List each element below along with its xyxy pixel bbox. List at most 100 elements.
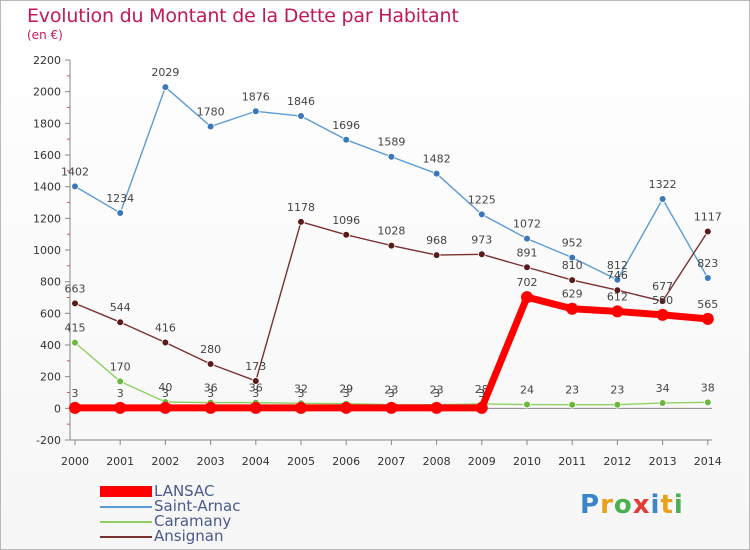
data-label-caramany: 23 xyxy=(610,384,624,397)
data-label-lansac: 3 xyxy=(478,387,485,400)
data-label-caramany: 23 xyxy=(565,384,579,397)
x-tick-label: 2003 xyxy=(197,455,225,468)
data-point-ansignan xyxy=(387,241,396,250)
data-point-caramany xyxy=(116,377,124,386)
x-tick-label: 2011 xyxy=(558,455,586,468)
data-label-lansac: 565 xyxy=(697,298,718,311)
data-point-lansac xyxy=(430,401,443,414)
data-point-lansac xyxy=(475,401,488,414)
data-label-saint-arnac: 1696 xyxy=(332,119,360,132)
data-point-ansignan xyxy=(206,360,215,368)
data-point-saint-arnac xyxy=(71,182,79,191)
y-tick-label: 600 xyxy=(40,307,61,320)
data-label-caramany: 23 xyxy=(430,384,444,397)
data-point-ansignan xyxy=(658,297,667,305)
data-point-saint-arnac xyxy=(523,234,531,243)
data-label-caramany: 36 xyxy=(249,382,263,395)
data-label-saint-arnac: 1234 xyxy=(106,192,134,205)
data-point-lansac xyxy=(611,305,624,318)
data-label-saint-arnac: 1072 xyxy=(513,218,541,231)
data-point-ansignan xyxy=(477,250,486,259)
data-label-saint-arnac: 812 xyxy=(607,259,628,272)
data-label-lansac: 3 xyxy=(388,387,395,400)
data-label-lansac: 3 xyxy=(298,387,305,400)
data-label-saint-arnac: 1322 xyxy=(649,178,677,191)
data-point-lansac xyxy=(114,401,127,414)
data-point-lansac xyxy=(566,302,579,315)
data-label-lansac: 612 xyxy=(607,290,628,303)
data-label-saint-arnac: 1589 xyxy=(377,136,405,149)
data-label-saint-arnac: 2029 xyxy=(151,66,179,79)
data-point-saint-arnac xyxy=(297,112,305,120)
data-label-saint-arnac: 1482 xyxy=(423,153,451,166)
data-point-caramany xyxy=(523,400,531,409)
data-label-ansignan: 663 xyxy=(65,282,86,295)
y-tick-label: -200 xyxy=(36,434,61,447)
data-point-caramany xyxy=(703,398,712,407)
data-point-saint-arnac xyxy=(703,274,712,282)
y-tick-label: 1400 xyxy=(33,181,61,194)
data-point-ansignan xyxy=(116,318,124,327)
legend-label-caramany: Caramany xyxy=(154,512,232,530)
x-tick-label: 2005 xyxy=(287,455,315,468)
data-point-lansac xyxy=(385,401,398,414)
data-label-saint-arnac: 1780 xyxy=(197,106,225,119)
data-label-ansignan: 677 xyxy=(652,280,673,293)
data-point-caramany xyxy=(568,400,576,409)
data-label-ansignan: 746 xyxy=(607,269,628,282)
data-label-ansignan: 416 xyxy=(155,321,176,334)
x-tick-label: 2004 xyxy=(242,455,270,468)
data-label-lansac: 3 xyxy=(72,387,79,400)
y-tick-label: 0 xyxy=(54,402,61,415)
data-point-caramany xyxy=(658,399,667,407)
data-label-ansignan: 173 xyxy=(245,360,266,373)
data-point-lansac xyxy=(656,308,669,321)
data-label-caramany: 170 xyxy=(110,360,131,373)
legend-swatch-caramany xyxy=(100,521,152,523)
data-point-ansignan xyxy=(342,231,351,239)
data-label-caramany: 29 xyxy=(339,383,353,396)
data-point-lansac xyxy=(249,401,262,414)
y-tick-label: 200 xyxy=(40,371,61,384)
data-label-lansac: 3 xyxy=(252,387,259,400)
y-tick-label: 2200 xyxy=(33,54,61,67)
data-point-ansignan xyxy=(703,227,712,236)
data-point-ansignan xyxy=(523,263,531,272)
data-point-ansignan xyxy=(432,251,441,259)
data-point-lansac xyxy=(295,401,307,414)
data-point-saint-arnac xyxy=(432,169,441,178)
data-point-caramany xyxy=(71,338,79,347)
y-tick-label: 800 xyxy=(40,276,61,289)
legend-swatch-lansac xyxy=(100,486,152,497)
data-label-caramany: 32 xyxy=(294,382,308,395)
data-point-saint-arnac xyxy=(477,210,486,219)
data-point-ansignan xyxy=(297,218,305,226)
data-label-caramany: 38 xyxy=(701,381,715,394)
proxiti-logo: Proxiti xyxy=(580,490,684,520)
data-label-ansignan: 891 xyxy=(517,246,538,259)
data-point-saint-arnac xyxy=(116,209,124,217)
legend-swatch-saint-arnac xyxy=(100,506,152,508)
legend-swatch-ansignan xyxy=(100,536,152,538)
data-label-ansignan: 1096 xyxy=(332,214,360,227)
data-label-ansignan: 968 xyxy=(426,234,447,247)
data-point-saint-arnac xyxy=(658,195,667,203)
data-label-saint-arnac: 1846 xyxy=(287,95,315,108)
data-label-caramany: 23 xyxy=(384,384,398,397)
x-tick-label: 2013 xyxy=(649,455,677,468)
data-label-lansac: 629 xyxy=(562,288,583,301)
data-label-lansac: 3 xyxy=(343,387,350,400)
data-point-saint-arnac xyxy=(342,136,351,144)
x-tick-label: 2014 xyxy=(694,455,722,468)
y-tick-label: 1800 xyxy=(33,117,61,130)
data-point-ansignan xyxy=(568,276,576,284)
data-point-lansac xyxy=(701,312,714,325)
x-tick-label: 2012 xyxy=(603,455,631,468)
legend-label-lansac: LANSAC xyxy=(154,482,215,500)
data-label-lansac: 590 xyxy=(652,294,673,307)
data-point-saint-arnac xyxy=(568,253,576,262)
x-tick-label: 2000 xyxy=(61,455,89,468)
legend-label-ansignan: Ansignan xyxy=(154,527,224,545)
data-label-ansignan: 1028 xyxy=(377,225,405,238)
